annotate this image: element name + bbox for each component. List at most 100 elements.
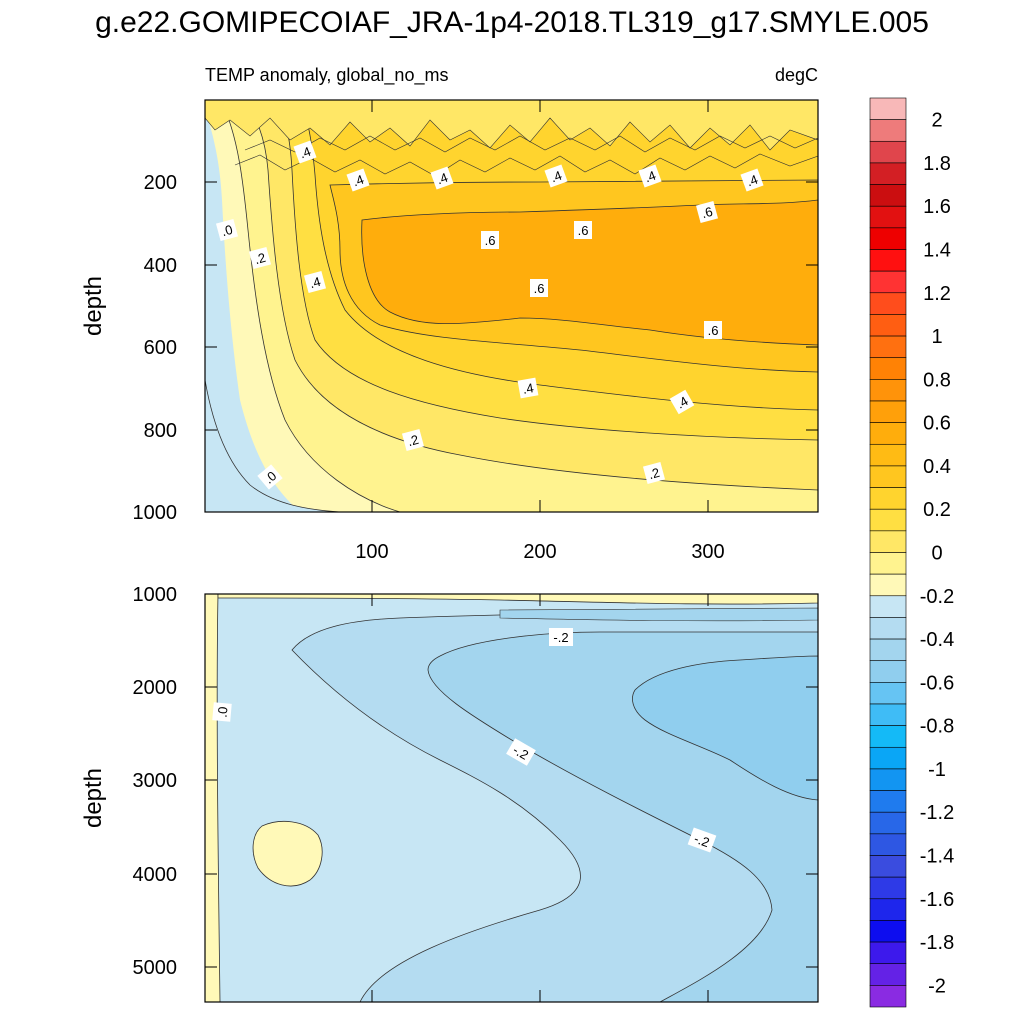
colorbar-swatch [869,941,907,965]
lower-contour-label: -.2 [510,742,531,763]
upper-contour-label-bg [346,168,370,192]
lower-contour-label: -.2 [692,831,711,850]
lower-contour-field [205,594,818,1002]
lower-panel: .0 -.2 -.2 -.2 1000 2000 3000 4000 5000 … [80,584,819,1003]
upper-contour-label-bg [293,140,317,164]
colorbar-tick-label: -0.2 [920,586,954,608]
lower-contour-label-bg [687,827,717,853]
upper-contour-label-bg [303,270,327,294]
upper-contour-label-bg [430,166,454,190]
colorbar-swatch [869,249,907,272]
upper-fill-0.6 [361,199,818,346]
colorbar-swatch [869,638,907,662]
colorbar-tick-label: 1.4 [923,240,951,262]
colorbar-swatch [869,314,907,337]
upper-y-tick-label: 800 [144,420,177,442]
colorbar-tick-label: 2 [931,110,942,132]
colorbar-swatch [869,508,907,532]
upper-y-axis: 200 400 600 800 1000 depth [80,172,818,524]
colorbar-tick-label: 0 [931,543,942,565]
lower-y-tick-label: 4000 [133,864,178,886]
colorbar-swatch [869,660,907,683]
colorbar-tick-label: -2 [928,975,946,997]
upper-contour-label-bg [530,279,548,297]
colorbar-swatch [869,573,907,597]
colorbar-swatch [869,833,907,856]
upper-contour-label: .6 [700,204,714,221]
colorbar-swatch [869,855,907,878]
lower-contour-label-bg [549,628,573,646]
lower-fill-positive-left [205,594,221,1002]
colorbar-tick-label: -0.6 [920,672,954,694]
upper-x-tick-label: 200 [523,541,556,563]
colorbar-swatch [869,595,907,618]
upper-contour-label: .2 [253,250,267,267]
colorbar-tick-label: 0.8 [923,369,951,391]
upper-contour-label: .4 [435,170,450,188]
colorbar-swatch [869,963,907,986]
upper-left-string: TEMP anomaly, global_no_ms [205,65,448,86]
colorbar-tick-label: -0.4 [920,629,954,651]
lower-y-tick-label: 5000 [133,957,178,979]
colorbar-swatch [869,876,907,900]
upper-plot-frame [204,99,819,513]
lower-y-axis-title: depth [80,768,107,828]
upper-contour-label: .2 [406,432,420,449]
colorbar-swatch [869,725,907,748]
upper-contour-label-bg [544,164,568,188]
upper-contour-label-bg [642,461,666,485]
colorbar-tick-label: -1.8 [920,932,954,954]
colorbar-labels: 2 1.8 1.6 1.4 1.2 1 0.8 0.6 0.4 0.2 0 -0.2 -0.4 -0.6 -… [920,110,954,998]
lower-fill-positive-top [217,594,818,605]
lower-contour-label-bg [506,738,536,766]
colorbar-tick-label: 0.6 [923,413,951,435]
lower-x-axis [371,594,709,1002]
upper-band-surface-2 [234,153,818,177]
colorbar-swatch [869,768,907,791]
upper-y-tick-label: 200 [144,172,177,194]
colorbar-tick-label: -1.4 [920,846,954,868]
colorbar-swatch [869,985,907,1008]
lower-contour-labels: .0 -.2 -.2 -.2 [212,628,717,853]
upper-band-surface-3 [244,135,818,153]
colorbar-tick-label: 1.2 [923,283,951,305]
upper-contour-label: .4 [308,274,322,291]
upper-fill-negative-deep [205,379,341,512]
upper-contour-label: .4 [351,172,366,190]
colorbar-swatch [869,162,907,185]
upper-y-tick-label: 600 [144,337,177,359]
lower-contour-label: -.2 [553,630,568,645]
lower-y-tick-label: 3000 [133,770,178,792]
lower-y-tick-label: 2000 [133,677,178,699]
colorbar-swatch [869,465,907,488]
colorbar-swatch [869,357,907,380]
colorbar-swatch [869,97,907,120]
colorbar-swatch [869,335,907,359]
colorbar-swatch [869,443,907,467]
upper-contour-label: .6 [578,223,589,238]
colorbar-swatch [869,487,907,510]
colorbar-swatch [869,682,907,705]
upper-band-surface [205,100,818,151]
colorbar-swatch [869,920,907,943]
upper-contour-label: .6 [534,281,545,296]
upper-contour-label: .4 [549,168,564,186]
colorbar-swatch [869,205,907,229]
upper-contour-label-bg [695,200,719,224]
lower-y-tick-label: 1000 [133,584,178,606]
colorbar-swatch [869,270,907,294]
upper-contour-label-bg [669,389,695,415]
upper-contour-label-bg [740,168,764,192]
colorbar-tick-label: 0.2 [923,499,951,521]
upper-contour-label-bg [574,221,592,239]
colorbar-tick-label: -1 [928,759,946,781]
upper-contour-label-bg [481,231,499,249]
colorbar-swatch [869,379,907,402]
upper-contour-label-bg [257,464,283,490]
colorbar-swatch [869,184,907,207]
colorbar-tick-label: 1.6 [923,196,951,218]
colorbar-swatch [869,790,907,813]
colorbar-tick-label: -1.2 [920,802,954,824]
upper-contour-label-bg [248,246,272,270]
upper-contour-label-bg [517,377,539,399]
